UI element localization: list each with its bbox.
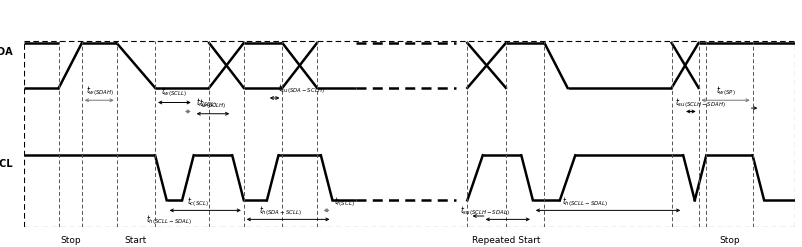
Text: Stop: Stop — [719, 236, 739, 245]
Text: $t_{f(SCL)}$: $t_{f(SCL)}$ — [334, 195, 354, 209]
Text: Repeated Start: Repeated Start — [471, 236, 540, 245]
Text: $t_{h(SCLL-SDAL)}$: $t_{h(SCLL-SDAL)}$ — [145, 213, 191, 227]
Text: $t_{w(SCLH)}$: $t_{w(SCLH)}$ — [199, 97, 226, 111]
Text: $t_{h(SDA-SCLL)}$: $t_{h(SDA-SCLL)}$ — [259, 204, 302, 218]
Text: $t_{w(SCLL)}$: $t_{w(SCLL)}$ — [161, 85, 187, 99]
Text: $t_{w(SDAH)}$: $t_{w(SDAH)}$ — [86, 85, 114, 99]
Text: Stop: Stop — [60, 236, 80, 245]
Text: $t_{h(SCLL-SDAL)}$: $t_{h(SCLL-SDAL)}$ — [561, 195, 607, 209]
Text: $t_{r(SCL)}$: $t_{r(SCL)}$ — [196, 96, 217, 110]
Text: $t_{w(SP)}$: $t_{w(SP)}$ — [715, 85, 735, 99]
Text: Start: Start — [124, 236, 147, 245]
Text: $t_{su(SCLH-SDAL)}$: $t_{su(SCLH-SDAL)}$ — [460, 205, 509, 218]
Text: SCL: SCL — [0, 159, 13, 169]
Text: $t_{c(SCL)}$: $t_{c(SCL)}$ — [186, 195, 209, 209]
Text: $t_{su(SCLH-SDAH)}$: $t_{su(SCLH-SDAH)}$ — [674, 97, 725, 110]
Text: SDA: SDA — [0, 47, 13, 57]
Text: $t_{su(SDA-SCLH)}$: $t_{su(SDA-SCLH)}$ — [278, 82, 325, 96]
